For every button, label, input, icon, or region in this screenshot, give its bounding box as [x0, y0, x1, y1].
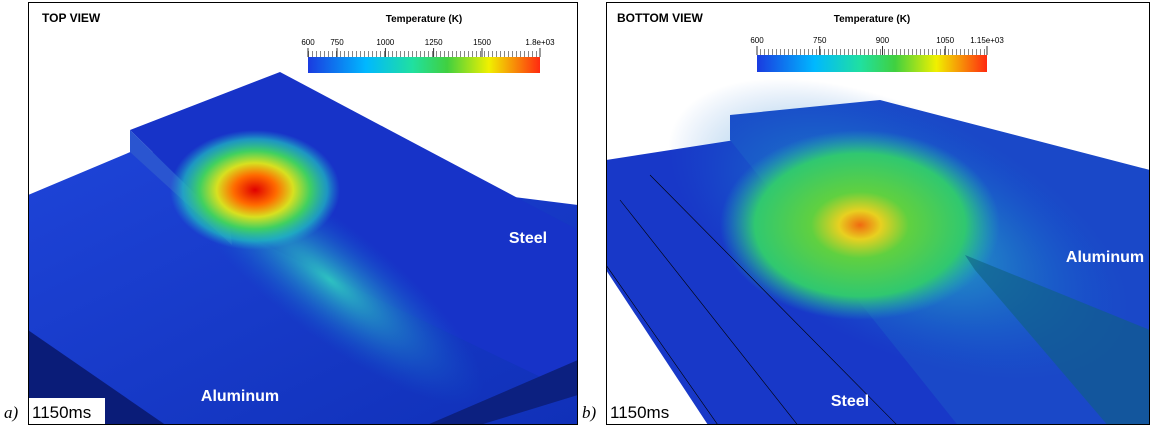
colorbar-tick-label: 1050 [936, 36, 954, 45]
colorbar-title: Temperature (K) [386, 14, 463, 25]
colorbar [757, 55, 987, 72]
colorbar-tick-label: 900 [876, 36, 890, 45]
panel-title: BOTTOM VIEW [617, 11, 703, 25]
colorbar-tick-label: 1.8e+03 [525, 38, 555, 47]
colorbar-tick-label: 600 [301, 38, 315, 47]
colorbar-tick-label: 750 [813, 36, 827, 45]
colorbar-tick-label: 1250 [425, 38, 443, 47]
colorbar-tick-label: 1000 [376, 38, 394, 47]
colorbars: 600 750 1000 1250 1500 1.8e+03 600 750 900 1050 1.… [301, 36, 1004, 73]
colorbar-minor-ticks [308, 51, 540, 57]
colorbar-title: Temperature (K) [834, 14, 911, 25]
material-label: Steel [509, 230, 547, 247]
time-label: 1150ms [610, 403, 669, 422]
panel-label: b) [582, 403, 597, 422]
figure: TOP VIEW BOTTOM VIEW Temperature (K) Tem… [0, 0, 1152, 428]
scene-top [28, 72, 578, 428]
colorbar-tick-label: 1500 [473, 38, 491, 47]
scene-bottom [606, 16, 1152, 428]
time-label: 1150ms [32, 403, 91, 422]
colorbar-tick-label: 600 [750, 36, 764, 45]
colorbar-minor-ticks [757, 49, 987, 55]
panel-label: a) [4, 403, 19, 422]
material-label: Steel [831, 393, 869, 410]
colorbar-tick-label: 1.15e+03 [970, 36, 1004, 45]
material-label: Aluminum [1066, 249, 1144, 266]
colorbar-tick-label: 750 [330, 38, 344, 47]
material-label: Aluminum [201, 388, 279, 405]
panel-title: TOP VIEW [42, 11, 101, 25]
colorbar [308, 57, 540, 73]
